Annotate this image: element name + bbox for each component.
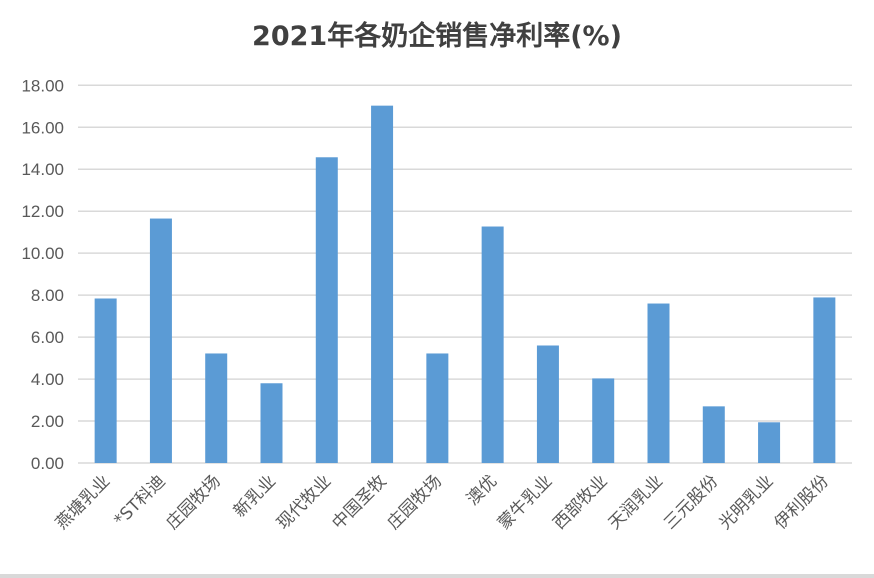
bottom-border [0,574,874,578]
x-tick-label: *ST科迪 [110,471,169,530]
x-tick-label: 西部牧业 [550,471,612,533]
bar [205,353,228,463]
y-tick-label: 10.00 [21,244,64,263]
bar [371,105,394,463]
x-tick-label: 庄园牧场 [384,471,446,533]
x-tick-label: 庄园牧场 [163,471,225,533]
bar [260,383,283,463]
bar [149,218,172,463]
bar [94,298,117,463]
y-tick-label: 18.00 [21,76,64,95]
x-tick-label: 天润乳业 [605,471,667,533]
y-tick-label: 16.00 [21,118,64,137]
bar [592,378,615,463]
y-tick-label: 12.00 [21,202,64,221]
y-tick-label: 0.00 [31,454,64,473]
bar [536,345,559,463]
bar [647,303,670,463]
bar [702,406,725,463]
bar [758,422,781,463]
y-tick-label: 2.00 [31,412,64,431]
x-tick-label: 澳优 [463,471,501,509]
bar [426,353,449,463]
x-tick-label: 光明乳业 [715,471,777,533]
y-tick-label: 6.00 [31,328,64,347]
x-tick-label: 燕塘乳业 [52,471,114,533]
y-tick-label: 4.00 [31,370,64,389]
bar [481,226,504,463]
x-tick-label: 中国圣牧 [328,471,390,533]
chart-title: 2021年各奶企销售净利率(%) [252,21,622,52]
x-tick-label: 三元股份 [660,471,722,533]
x-tick-label: 新乳业 [230,471,280,521]
x-tick-label: 伊利股份 [771,471,833,533]
y-tick-label: 14.00 [21,160,64,179]
bar [813,297,836,463]
bar [315,157,338,463]
x-tick-label: 蒙牛乳业 [494,471,556,533]
x-tick-label: 现代牧业 [273,471,335,533]
y-tick-label: 8.00 [31,286,64,305]
